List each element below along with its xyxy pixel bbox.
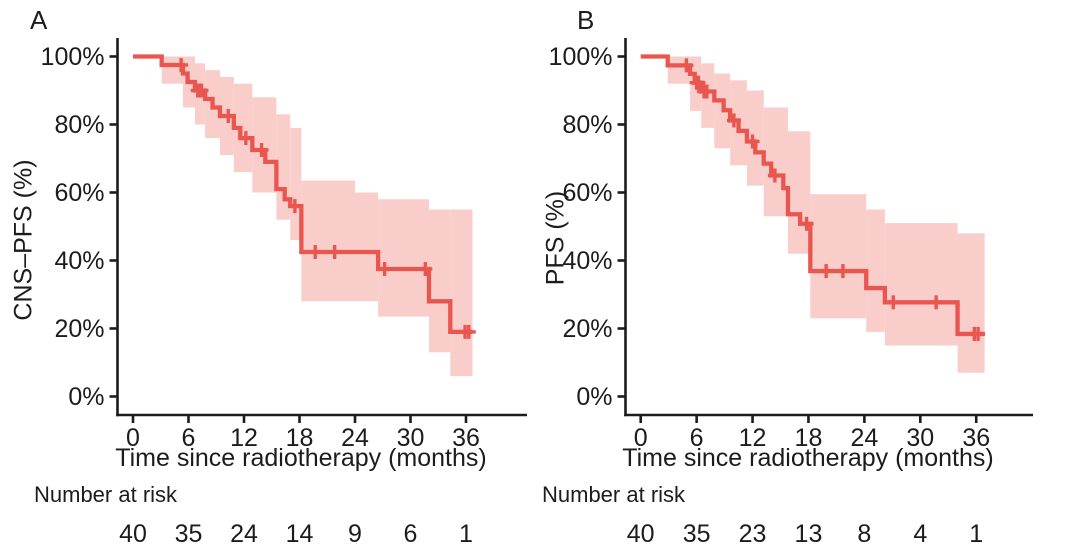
panel-a-band-segment xyxy=(301,180,355,302)
panel-a-x-tick-label: 6 xyxy=(182,424,196,452)
panel-a-risk-count: 35 xyxy=(175,520,203,548)
panel-b-y-tick-label: 20% xyxy=(562,315,612,343)
panel-a-tick-labels: 0 6 12 18 24 30 36 0% 20% 40% 60% 80% 100% xyxy=(41,43,480,452)
panel-a-band-segment xyxy=(355,192,379,302)
panel-a-y-tick-label: 0% xyxy=(68,383,104,411)
panel-a-risk-count: 6 xyxy=(404,520,418,548)
panel-b-axes xyxy=(617,38,1033,423)
panel-b-x-tick-label: 0 xyxy=(634,424,648,452)
panel-b-risk-count: 40 xyxy=(627,520,655,548)
panel-b-x-tick-label: 6 xyxy=(690,424,704,452)
panel-a-risk-count: 24 xyxy=(230,520,258,548)
panel-b-risk-count: 23 xyxy=(739,520,767,548)
panel-b-risk-count: 13 xyxy=(795,520,823,548)
panel-b-risk-count: 4 xyxy=(913,520,927,548)
panel-a-y-tick-label: 20% xyxy=(54,315,104,343)
panel-a-x-tick-label: 36 xyxy=(452,424,480,452)
panel-b-number-at-risk-label: Number at risk xyxy=(542,482,686,507)
panel-a-label: A xyxy=(30,5,48,35)
panel-a-y-axis-title: CNS–PFS (%) xyxy=(9,159,38,321)
panel-b-band-segment xyxy=(866,209,885,332)
panel-b-band-segment xyxy=(787,131,811,254)
panel-b-band-segment xyxy=(957,233,985,373)
panel-b-y-tick-label: 80% xyxy=(562,111,612,139)
panel-a-axes xyxy=(109,38,527,423)
panel-a-x-tick-label: 18 xyxy=(286,424,314,452)
panel-a-band-segment xyxy=(429,209,451,353)
panel-a-x-axis-title: Time since radiotherapy (months) xyxy=(115,444,487,472)
panel-b-x-tick-label: 24 xyxy=(850,424,878,452)
panel-a-y-tick-label: 60% xyxy=(54,179,104,207)
panel-b-censor-marks xyxy=(679,58,986,341)
panel-a-y-tick-label: 100% xyxy=(41,43,105,71)
panel-a-band-segment xyxy=(290,127,302,241)
panel-a-confidence-band xyxy=(161,56,473,377)
panel-a-x-tick-label: 12 xyxy=(230,424,258,452)
panel-a-x-tick-label: 24 xyxy=(341,424,369,452)
panel-a-x-tick-label: 0 xyxy=(126,424,140,452)
panel-b-y-axis-title: PFS (%) xyxy=(541,190,570,286)
panel-b-band-segment xyxy=(810,194,867,319)
panel-b-x-tick-label: 18 xyxy=(795,424,823,452)
panel-b-y-tick-label: 100% xyxy=(549,43,613,71)
panel-b-number-at-risk-row: 40 35 23 13 8 4 1 xyxy=(627,520,983,548)
panel-a-band-segment xyxy=(378,199,429,317)
panel-b-label: B xyxy=(577,5,595,35)
panel-a-risk-count: 14 xyxy=(286,520,314,548)
panel-a-number-at-risk-label: Number at risk xyxy=(34,482,178,507)
panel-a-number-at-risk-row: 40 35 24 14 9 6 1 xyxy=(119,520,473,548)
panel-b-x-tick-label: 12 xyxy=(739,424,767,452)
panel-b-band-segment xyxy=(746,90,764,186)
panel-b-chart: 0 6 12 18 24 30 360%20%40%60%80%100%40 35 23 13 8 4… xyxy=(549,38,1033,548)
panel-b-confidence-band xyxy=(667,56,985,373)
panel-a-censor-marks xyxy=(174,58,476,339)
panel-b-x-axis-title: Time since radiotherapy (months) xyxy=(622,444,994,472)
panel-a-band-segment xyxy=(450,209,473,377)
panel-a-risk-count: 9 xyxy=(348,520,362,548)
panel-a-y-tick-label: 80% xyxy=(54,111,104,139)
panel-b-y-tick-label: 60% xyxy=(562,179,612,207)
panel-b-x-tick-label: 30 xyxy=(906,424,934,452)
panel-a-band-segment xyxy=(233,83,253,173)
panel-a-x-tick-label: 30 xyxy=(397,424,425,452)
panel-a-chart: 0 6 12 18 24 30 36 0% 20% 40% 60% 80% 100% 40 35 24 14 9 6… xyxy=(41,38,527,548)
panel-b-risk-count: 1 xyxy=(969,520,983,548)
panel-a-band-segment xyxy=(252,97,277,193)
panel-a-y-tick-label: 40% xyxy=(54,247,104,275)
panel-a-risk-count: 40 xyxy=(119,520,147,548)
panel-b-band-segment xyxy=(884,223,958,346)
panel-b-y-tick-label: 0% xyxy=(576,383,612,411)
panel-b-y-tick-label: 40% xyxy=(562,247,612,275)
panel-b-risk-count: 35 xyxy=(683,520,711,548)
panel-b-tick-labels: 0 6 12 18 24 30 36 0% 20% 40% 60% 80% 100% xyxy=(549,43,991,452)
panel-b-x-tick-label: 36 xyxy=(962,424,990,452)
panel-b-risk-count: 8 xyxy=(857,520,871,548)
panel-a-risk-count: 1 xyxy=(459,520,473,548)
